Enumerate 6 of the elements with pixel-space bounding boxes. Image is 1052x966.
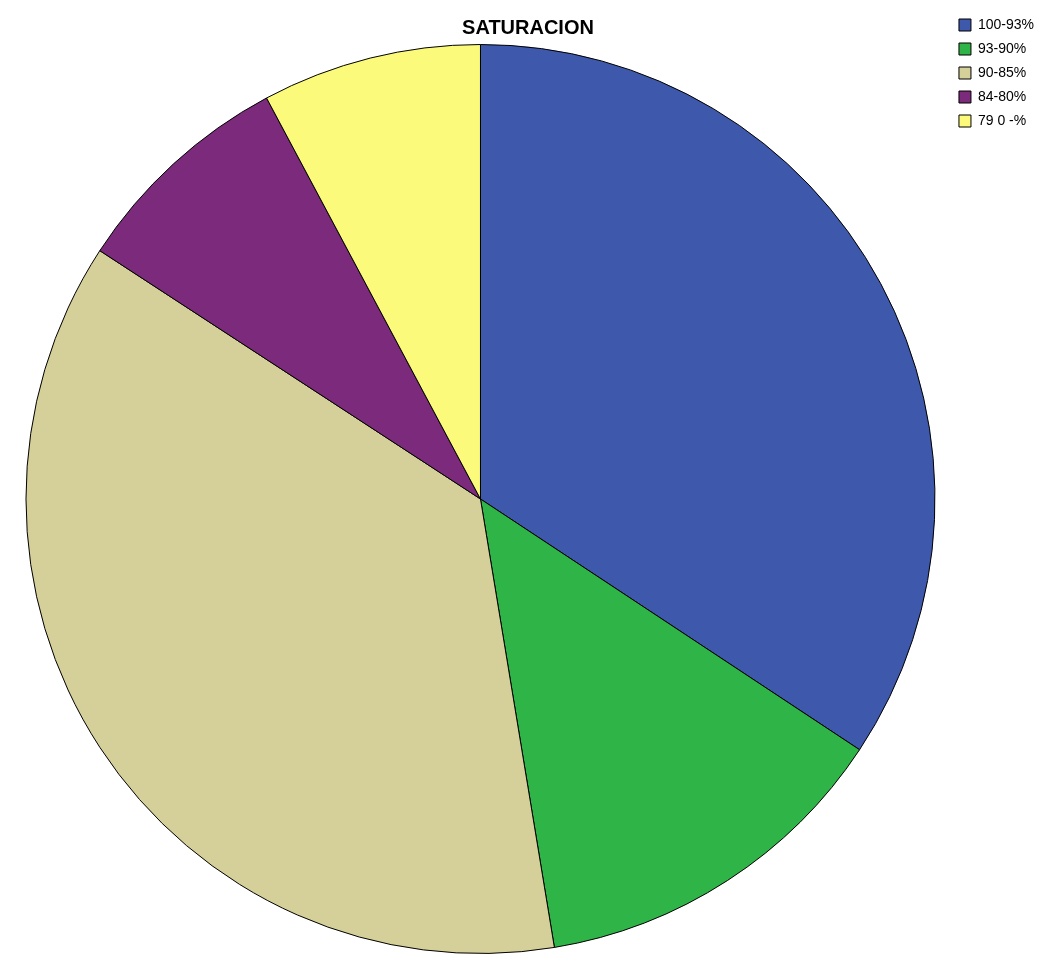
chart-title: SATURACION: [462, 15, 594, 38]
legend-label: 100-93%: [977, 15, 1035, 32]
legend-label: 84-80%: [977, 87, 1027, 104]
legend-label: 90-85%: [977, 63, 1027, 80]
legend-label: 79 0 -%: [977, 111, 1027, 128]
legend-label: 93-90%: [977, 39, 1027, 56]
